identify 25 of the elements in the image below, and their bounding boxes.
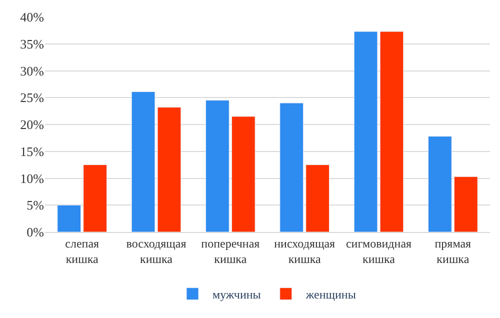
bar xyxy=(83,164,107,232)
x-tick-label: прямая кишка xyxy=(434,236,472,266)
y-tick-label: 10% xyxy=(20,170,44,186)
x-tick-label: восходящая кишка xyxy=(126,236,187,266)
y-tick-label: 30% xyxy=(20,63,44,78)
bar xyxy=(231,116,256,232)
bar xyxy=(280,102,304,232)
y-tick-label: 15% xyxy=(20,144,44,159)
bar xyxy=(454,176,478,232)
y-tick-label: 25% xyxy=(20,90,44,106)
y-tick-label: 5% xyxy=(26,198,44,213)
x-tick-label: нисходящая кишка xyxy=(274,236,336,266)
y-tick-label: 35% xyxy=(20,36,44,52)
y-tick-label: 20% xyxy=(20,117,44,132)
x-tick-label: сигмовидная кишка xyxy=(346,236,412,266)
legend-label: мужчины xyxy=(212,287,261,302)
y-tick-label: 40% xyxy=(20,10,44,25)
bar xyxy=(206,100,230,232)
y-tick-label: 0% xyxy=(26,224,44,240)
bar xyxy=(57,204,82,232)
legend-label: женщины xyxy=(304,287,356,302)
bar xyxy=(306,164,330,232)
x-tick-label: поперечная кишка xyxy=(201,236,260,266)
bar xyxy=(428,136,452,232)
x-tick-label: слепая кишка xyxy=(65,236,100,266)
